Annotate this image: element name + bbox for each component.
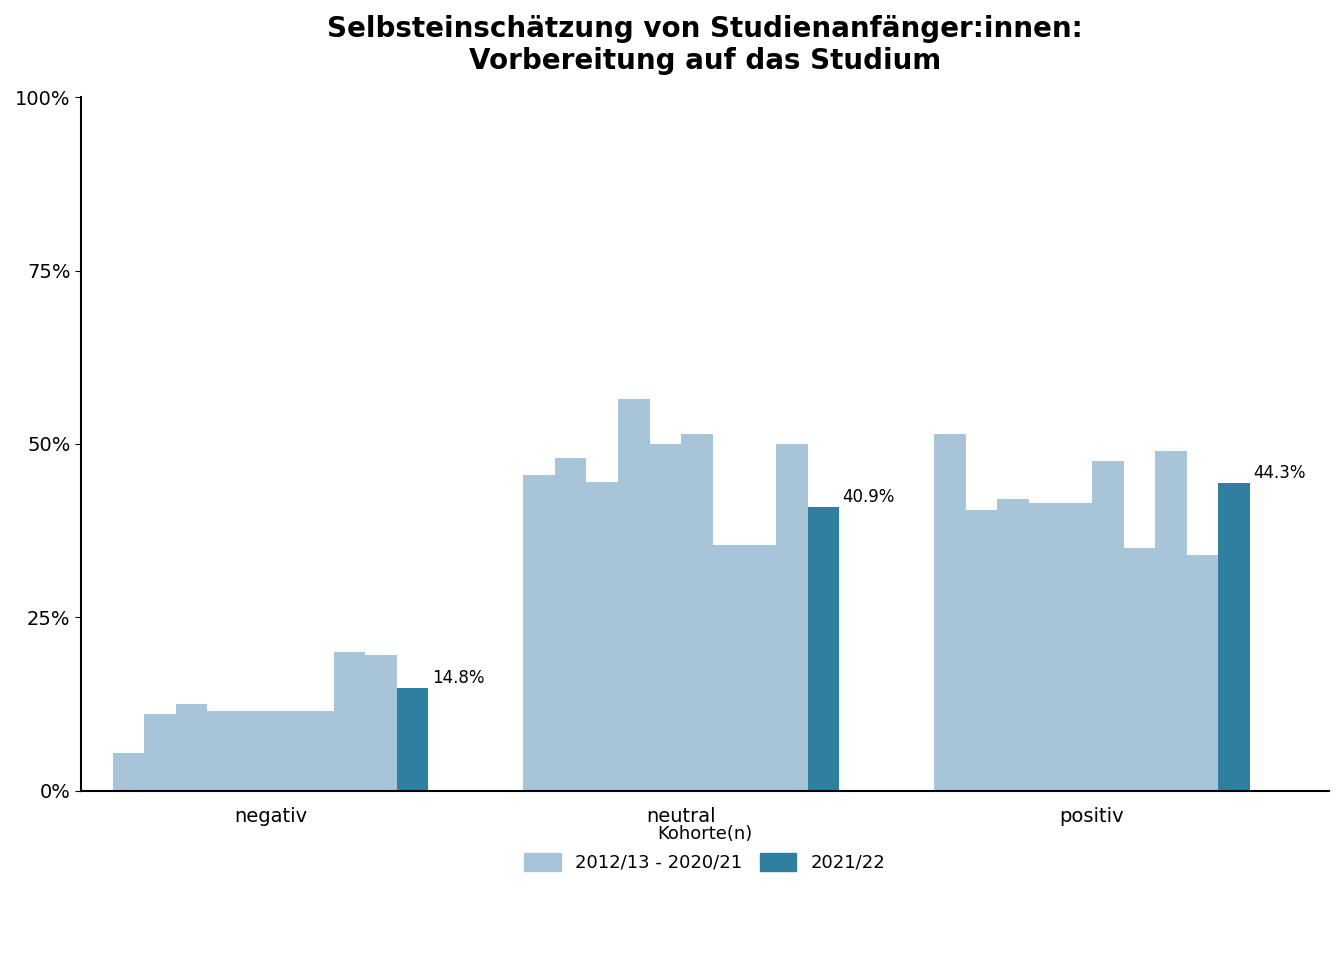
Bar — [366, 656, 396, 791]
Bar — [745, 544, 775, 791]
Bar — [333, 652, 366, 791]
Bar — [144, 714, 176, 791]
Bar — [681, 434, 712, 791]
Text: 40.9%: 40.9% — [843, 488, 895, 506]
Bar — [239, 711, 270, 791]
Bar — [113, 753, 144, 791]
Title: Selbsteinschätzung von Studienanfänger:innen:
Vorbereitung auf das Studium: Selbsteinschätzung von Studienanfänger:i… — [327, 15, 1083, 76]
Bar — [1093, 462, 1124, 791]
Bar — [302, 711, 333, 791]
Bar — [1187, 555, 1219, 791]
Bar — [1219, 484, 1250, 791]
Bar — [207, 711, 239, 791]
Bar — [176, 704, 207, 791]
Bar — [997, 499, 1028, 791]
Bar — [555, 458, 586, 791]
Text: 14.8%: 14.8% — [431, 669, 484, 686]
Bar — [270, 711, 302, 791]
Bar — [1124, 548, 1156, 791]
Bar — [586, 482, 618, 791]
Bar — [808, 507, 839, 791]
Bar — [775, 444, 808, 791]
Bar — [712, 544, 745, 791]
Bar — [965, 510, 997, 791]
Bar — [396, 688, 429, 791]
Bar — [523, 475, 555, 791]
Bar — [649, 444, 681, 791]
Text: 44.3%: 44.3% — [1253, 464, 1305, 482]
Bar — [934, 434, 965, 791]
Bar — [1156, 451, 1187, 791]
Legend: 2012/13 - 2020/21, 2021/22: 2012/13 - 2020/21, 2021/22 — [524, 826, 886, 872]
Bar — [1028, 503, 1060, 791]
Bar — [1060, 503, 1093, 791]
Bar — [618, 398, 649, 791]
